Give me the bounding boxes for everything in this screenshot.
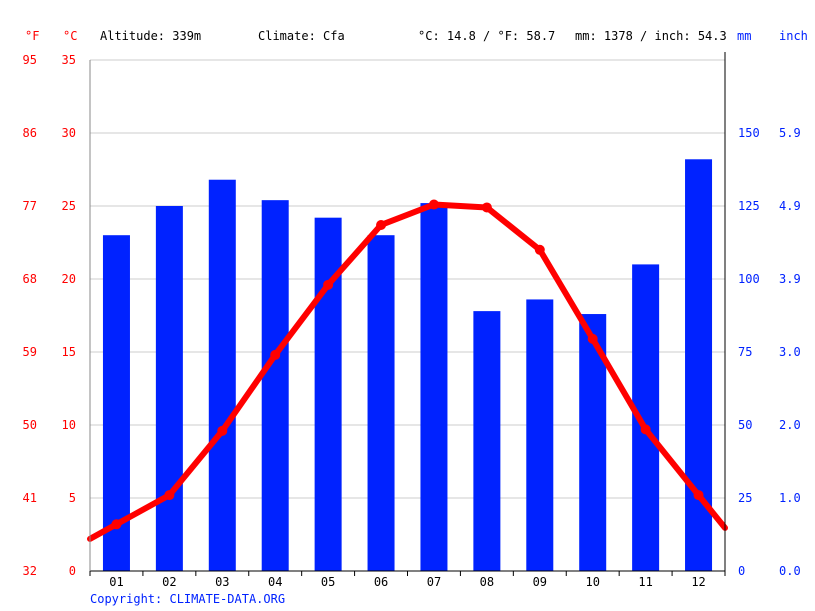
tick-label-celsius: 25 bbox=[62, 199, 76, 213]
tick-label-mm: 100 bbox=[738, 272, 760, 286]
tick-label-mm: 150 bbox=[738, 126, 760, 140]
altitude-label: Altitude: 339m bbox=[100, 29, 201, 43]
precipitation-bar bbox=[420, 203, 448, 571]
month-label: 05 bbox=[321, 575, 335, 589]
climate-label: Climate: Cfa bbox=[258, 29, 345, 43]
temperature-point bbox=[640, 424, 651, 435]
unit-mm-label: mm bbox=[737, 29, 751, 43]
tick-label-inch: 1.0 bbox=[779, 491, 801, 505]
tick-label-inch: 5.9 bbox=[779, 126, 801, 140]
temperature-average-label: °C: 14.8 / °F: 58.7 bbox=[418, 29, 555, 43]
tick-label-mm: 125 bbox=[738, 199, 760, 213]
temperature-point bbox=[270, 349, 281, 360]
tick-labels: 0 32 5 41 10 50 15 59 20 68 25 77 30 86 35 95 0 0.0 25 1.0 5… bbox=[23, 53, 801, 589]
temperature-point bbox=[481, 202, 492, 213]
tick-label-fahrenheit: 50 bbox=[23, 418, 37, 432]
tick-label-celsius: 5 bbox=[69, 491, 76, 505]
month-label: 02 bbox=[162, 575, 176, 589]
tick-label-celsius: 35 bbox=[62, 53, 76, 67]
precipitation-bar bbox=[208, 179, 236, 571]
unit-inch-label: inch bbox=[779, 29, 808, 43]
temperature-point bbox=[164, 490, 175, 501]
tick-label-fahrenheit: 77 bbox=[23, 199, 37, 213]
month-label: 07 bbox=[427, 575, 441, 589]
tick-label-mm: 25 bbox=[738, 491, 752, 505]
tick-label-celsius: 20 bbox=[62, 272, 76, 286]
tick-label-fahrenheit: 95 bbox=[23, 53, 37, 67]
temperature-point bbox=[428, 199, 439, 210]
tick-label-fahrenheit: 68 bbox=[23, 272, 37, 286]
tick-label-inch: 3.9 bbox=[779, 272, 801, 286]
precipitation-bar bbox=[526, 299, 554, 571]
tick-label-inch: 4.9 bbox=[779, 199, 801, 213]
precipitation-bar bbox=[155, 206, 183, 571]
temperature-series-line bbox=[87, 201, 728, 542]
tick-label-mm: 0 bbox=[738, 564, 745, 578]
tick-label-fahrenheit: 59 bbox=[23, 345, 37, 359]
tick-label-inch: 3.0 bbox=[779, 345, 801, 359]
unit-fahrenheit-label: °F bbox=[25, 29, 39, 43]
tick-label-celsius: 0 bbox=[69, 564, 76, 578]
unit-celsius-label: °C bbox=[63, 29, 77, 43]
tick-label-inch: 2.0 bbox=[779, 418, 801, 432]
tick-label-inch: 0.0 bbox=[779, 564, 801, 578]
tick-label-celsius: 30 bbox=[62, 126, 76, 140]
month-label: 06 bbox=[374, 575, 388, 589]
temperature-point bbox=[376, 219, 387, 230]
temperature-point bbox=[534, 244, 545, 255]
month-label: 10 bbox=[585, 575, 599, 589]
tick-label-celsius: 10 bbox=[62, 418, 76, 432]
temperature-point bbox=[693, 490, 704, 501]
month-label: 08 bbox=[480, 575, 494, 589]
month-label: 03 bbox=[215, 575, 229, 589]
month-label: 11 bbox=[638, 575, 652, 589]
temperature-line bbox=[87, 199, 728, 542]
month-label: 01 bbox=[109, 575, 123, 589]
precipitation-bar bbox=[102, 235, 130, 571]
tick-label-fahrenheit: 86 bbox=[23, 126, 37, 140]
tick-label-celsius: 15 bbox=[62, 345, 76, 359]
temperature-point bbox=[587, 333, 598, 344]
precipitation-bar bbox=[261, 200, 289, 571]
month-label: 04 bbox=[268, 575, 282, 589]
precipitation-bar bbox=[367, 235, 395, 571]
tick-label-mm: 75 bbox=[738, 345, 752, 359]
precipitation-total-label: mm: 1378 / inch: 54.3 bbox=[575, 29, 727, 43]
precipitation-bar bbox=[473, 311, 501, 571]
temperature-point bbox=[111, 519, 122, 530]
gridlines bbox=[90, 59, 725, 499]
temperature-point bbox=[323, 279, 334, 290]
precipitation-bars bbox=[102, 159, 713, 571]
axes bbox=[89, 52, 726, 576]
month-label: 09 bbox=[533, 575, 547, 589]
month-label: 12 bbox=[691, 575, 705, 589]
tick-label-fahrenheit: 32 bbox=[23, 564, 37, 578]
copyright-label: Copyright: CLIMATE-DATA.ORG bbox=[90, 592, 285, 606]
temperature-point bbox=[217, 425, 228, 436]
tick-label-fahrenheit: 41 bbox=[23, 491, 37, 505]
tick-label-mm: 50 bbox=[738, 418, 752, 432]
